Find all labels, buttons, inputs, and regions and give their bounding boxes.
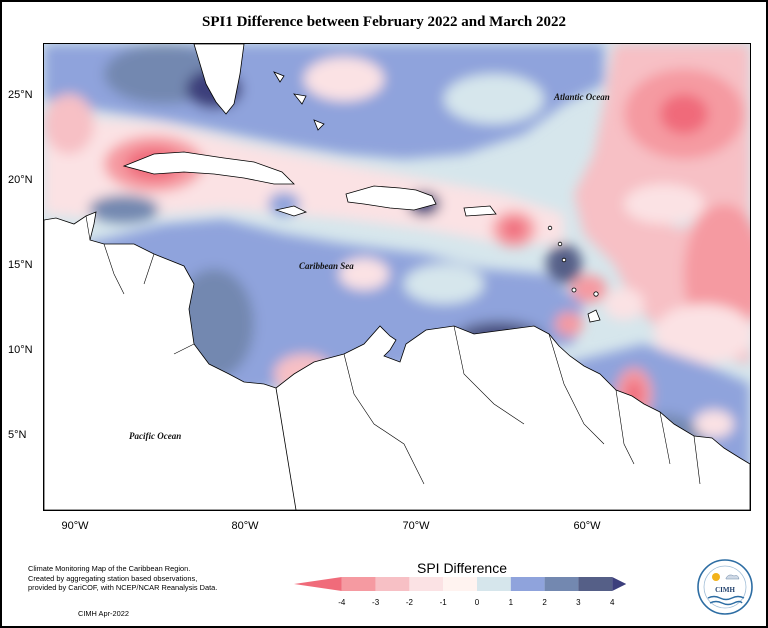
legend-tick-label: 1 — [509, 598, 514, 607]
lat-tick-5n: 5°N — [8, 429, 27, 441]
legend-colorbar: -4 -3 -2 -1 0 1 2 3 4 — [294, 577, 626, 607]
legend-tick-label: -3 — [372, 598, 380, 607]
atlantic-ocean-label: Atlantic Ocean — [553, 92, 610, 102]
legend-swatch — [477, 577, 511, 591]
legend-swatch — [409, 577, 444, 591]
legend-swatch — [612, 577, 626, 591]
lon-tick-70w: 70°W — [402, 520, 430, 532]
legend-tick-label: 2 — [542, 598, 547, 607]
wave-icon — [707, 595, 745, 601]
legend-swatch — [294, 577, 342, 591]
credit-line-3: provided by CariCOF, with NCEP/NCAR Rean… — [28, 583, 218, 592]
lon-tick-80w: 80°W — [231, 520, 259, 532]
legend-swatch — [375, 577, 410, 591]
caribbean-sea-label: Caribbean Sea — [299, 261, 354, 271]
lat-tick-20n: 20°N — [8, 174, 33, 186]
lon-tick-90w: 90°W — [61, 520, 89, 532]
legend-tick-label: 0 — [475, 598, 480, 607]
legend-swatch — [341, 577, 376, 591]
credit-line-1: Climate Monitoring Map of the Caribbean … — [28, 564, 191, 573]
legend-swatch — [443, 577, 477, 591]
legend-tick-label: -2 — [406, 598, 414, 607]
lat-tick-15n: 15°N — [8, 259, 33, 271]
legend-swatch — [578, 577, 613, 591]
map-area: Atlantic Ocean Caribbean Sea Pacific Oce… — [43, 43, 751, 511]
cimh-logo-text: CIMH — [715, 586, 735, 594]
credit-text: Climate Monitoring Map of the Caribbean … — [28, 564, 238, 593]
lat-tick-10n: 10°N — [8, 344, 33, 356]
legend-tick-label: -4 — [338, 598, 346, 607]
legend-tick-label: 3 — [576, 598, 581, 607]
legend-tick-label: 4 — [610, 598, 615, 607]
spi-map: Atlantic Ocean Caribbean Sea Pacific Oce… — [44, 44, 750, 510]
cimh-logo: CIMH — [697, 559, 753, 615]
country-borders — [85, 215, 701, 485]
lon-tick-60w: 60°W — [573, 520, 601, 532]
map-title: SPI1 Difference between February 2022 an… — [202, 14, 566, 30]
sun-icon — [712, 573, 720, 581]
land-masses — [44, 44, 750, 510]
legend-title: SPI Difference — [416, 560, 507, 576]
cloud-icon — [725, 574, 740, 580]
legend-swatch — [510, 577, 545, 591]
credit-line-2: Created by aggregating station based obs… — [28, 573, 198, 583]
legend-tick-label: -1 — [440, 598, 448, 607]
lat-tick-25n: 25°N — [8, 89, 33, 101]
legend-swatch — [544, 577, 579, 591]
pacific-ocean-label: Pacific Ocean — [129, 431, 181, 441]
credit-date: CIMH Apr-2022 — [78, 609, 129, 618]
